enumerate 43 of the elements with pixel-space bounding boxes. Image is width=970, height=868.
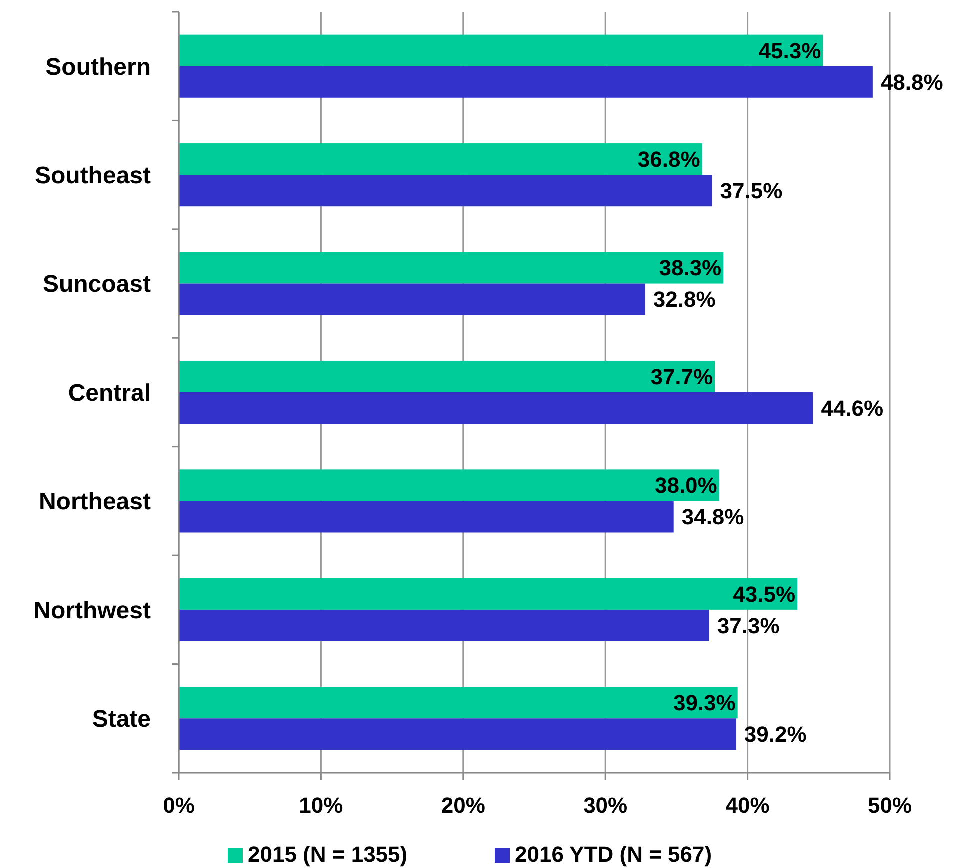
y-tick-label: Southeast — [34, 162, 152, 190]
data-label: 38.0% — [654, 473, 718, 498]
x-tick-label: 30% — [584, 793, 628, 818]
bar — [179, 360, 716, 392]
x-tick-label: 50% — [868, 793, 912, 818]
bar — [179, 718, 736, 750]
y-tick-label: Southern — [46, 54, 151, 81]
y-tick-label: Northeast — [38, 488, 151, 516]
x-tick-label: 20% — [441, 793, 486, 818]
y-tick-label: Central — [68, 380, 151, 407]
bar — [179, 392, 814, 424]
data-label: 34.8% — [682, 504, 744, 530]
legend-label: 2016 YTD (N = 567) — [515, 842, 712, 867]
bar — [179, 610, 710, 642]
bar — [179, 687, 738, 719]
bar — [179, 34, 824, 66]
bar — [179, 252, 724, 284]
bar — [179, 501, 674, 533]
y-tick-label: Suncoast — [42, 271, 151, 298]
data-label: 39.3% — [673, 690, 736, 716]
legend-label: 2015 (N = 1355) — [248, 842, 408, 867]
y-tick-label: State — [92, 706, 151, 734]
bar — [179, 284, 646, 316]
x-tick-label: 40% — [726, 793, 770, 818]
data-label: 36.8% — [638, 147, 700, 172]
y-tick-label: Northwest — [34, 597, 152, 624]
data-label: 38.3% — [659, 256, 722, 281]
data-label: 45.3% — [758, 38, 822, 64]
data-label: 44.6% — [821, 396, 884, 421]
bar — [179, 66, 873, 98]
data-label: 32.8% — [653, 287, 716, 312]
bar — [179, 175, 712, 207]
data-label: 37.7% — [650, 364, 714, 390]
data-label: 48.8% — [880, 70, 944, 95]
data-label: 39.2% — [744, 722, 807, 748]
data-label: 37.5% — [720, 178, 783, 204]
bar — [179, 470, 720, 502]
x-tick-label: 10% — [299, 793, 344, 818]
bar — [179, 144, 702, 176]
data-label: 37.3% — [717, 613, 780, 638]
x-tick-label: 0% — [163, 793, 195, 818]
bar — [179, 578, 798, 610]
data-label: 43.5% — [733, 582, 796, 607]
